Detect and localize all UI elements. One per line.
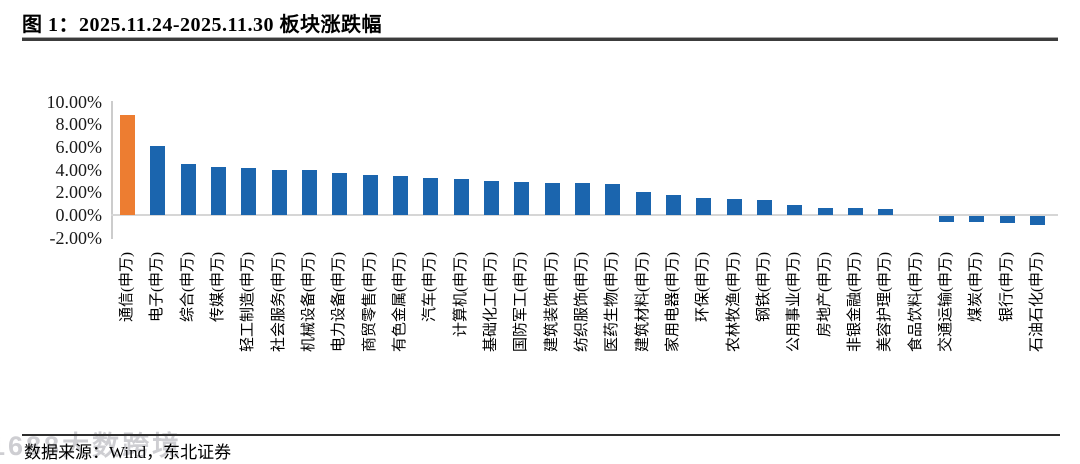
- x-axis-label: 医药生物(申万): [604, 252, 621, 352]
- bar-通信(申万): [120, 115, 135, 215]
- bar-交通运输(申万): [938, 216, 954, 222]
- x-axis-label: 电力设备(申万): [331, 252, 348, 352]
- footer-rule: [22, 434, 1060, 436]
- x-axis-label: 纺织服饰(申万): [573, 252, 590, 352]
- x-axis-label: 银行(申万): [998, 252, 1015, 322]
- bar-环保(申万): [696, 197, 712, 215]
- x-axis-baseline: [111, 214, 1058, 216]
- bar-电子(申万): [150, 145, 166, 215]
- x-axis-label: 商贸零售(申万): [361, 252, 378, 352]
- bar-银行(申万): [999, 216, 1015, 224]
- bar-农林牧渔(申万): [726, 198, 742, 215]
- x-axis-label: 美容护理(申万): [877, 252, 894, 352]
- bar-纺织服饰(申万): [574, 183, 590, 215]
- x-axis-label: 基础化工(申万): [482, 252, 499, 352]
- y-axis-tick-label: 10.00%: [46, 91, 103, 112]
- bar-煤炭(申万): [969, 216, 985, 223]
- x-axis-label: 通信(申万): [119, 252, 135, 322]
- data-source-note: 数据来源：Wind，东北证券: [24, 443, 232, 462]
- x-axis-label: 食品饮料(申万): [907, 252, 924, 352]
- x-axis-label: 计算机(申万): [452, 252, 469, 337]
- watermark: 1688大数跨境: [0, 431, 183, 461]
- x-axis-label: 轻工制造(申万): [240, 252, 257, 352]
- x-axis-label: 交通运输(申万): [937, 252, 954, 352]
- y-axis-tick-label: 8.00%: [55, 114, 103, 135]
- bar-机械设备(申万): [301, 170, 317, 215]
- bar-建筑材料(申万): [635, 191, 651, 215]
- y-axis-tick-label: -2.00%: [49, 227, 103, 248]
- bar-公用事业(申万): [787, 205, 803, 215]
- y-axis-tick-label: 6.00%: [55, 136, 103, 157]
- bar-医药生物(申万): [605, 184, 621, 215]
- x-axis-label: 机械设备(申万): [300, 252, 317, 352]
- bar-汽车(申万): [423, 178, 439, 215]
- x-axis-label: 石油石化(申万): [1028, 252, 1045, 352]
- x-axis-label: 煤炭(申万): [968, 252, 985, 322]
- bar-chart: 10.00% 8.00% 6.00% 4.00% 2.00% 0.00% -2.00% 通信…: [0, 60, 1080, 420]
- x-axis-label: 有色金属(申万): [391, 252, 408, 352]
- x-axis-label: 电子(申万): [149, 252, 166, 322]
- bar-计算机(申万): [453, 179, 469, 215]
- x-axis-label: 环保(申万): [695, 252, 712, 322]
- x-axis-label: 钢铁(申万): [755, 252, 772, 322]
- bar-社会服务(申万): [271, 169, 287, 215]
- bar-房地产(申万): [817, 207, 833, 215]
- x-axis-label: 汽车(申万): [422, 252, 439, 322]
- x-axis-label: 建筑材料(申万): [634, 252, 651, 352]
- y-axis-line: [111, 100, 113, 239]
- bar-钢铁(申万): [756, 200, 772, 215]
- bar-电力设备(申万): [332, 173, 348, 215]
- bar-国防军工(申万): [514, 182, 530, 215]
- x-axis-label: 非银金融(申万): [846, 252, 863, 352]
- x-axis-label: 传媒(申万): [209, 252, 226, 322]
- bar-石油石化(申万): [1029, 216, 1045, 226]
- bar-美容护理(申万): [878, 209, 894, 215]
- x-axis-label: 综合(申万): [179, 252, 196, 322]
- bar-家用电器(申万): [665, 195, 681, 215]
- x-axis-label: 房地产(申万): [816, 252, 833, 337]
- bar-非银金融(申万): [847, 208, 863, 215]
- x-axis-label: 家用电器(申万): [664, 252, 681, 352]
- figure-title: 图 1：2025.11.24-2025.11.30 板块涨跌幅: [22, 14, 382, 36]
- title-rule: [22, 37, 1058, 41]
- bar-商贸零售(申万): [362, 175, 378, 215]
- bar-有色金属(申万): [392, 176, 408, 215]
- x-axis-label: 公用事业(申万): [786, 252, 803, 352]
- bar-综合(申万): [180, 164, 196, 215]
- y-axis-tick-label: 0.00%: [55, 205, 103, 225]
- bar-传媒(申万): [210, 166, 226, 215]
- y-axis-tick-label: 4.00%: [55, 159, 103, 180]
- x-axis-label: 社会服务(申万): [270, 252, 287, 352]
- bar-基础化工(申万): [483, 180, 499, 215]
- bar-轻工制造(申万): [241, 167, 257, 215]
- bar-建筑装饰(申万): [544, 182, 560, 215]
- x-axis-label: 农林牧渔(申万): [725, 252, 742, 352]
- x-axis-label: 建筑装饰(申万): [543, 252, 560, 352]
- x-axis-label: 国防军工(申万): [513, 252, 530, 352]
- y-axis-tick-label: 2.00%: [55, 182, 103, 203]
